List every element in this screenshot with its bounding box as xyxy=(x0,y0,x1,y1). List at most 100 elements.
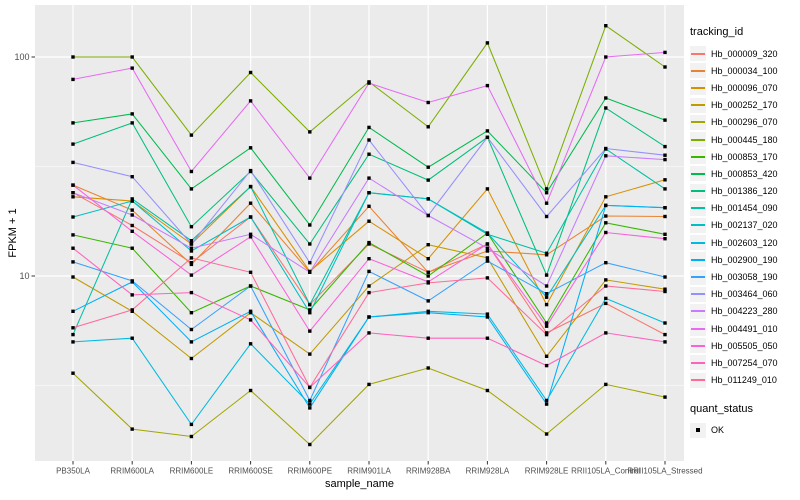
data-point xyxy=(248,184,253,189)
x-tick-label: PB350LA xyxy=(56,467,90,476)
data-point xyxy=(71,326,75,330)
legend-item-Hb_000009_320: Hb_000009_320 xyxy=(690,45,798,62)
data-point xyxy=(604,331,608,335)
data-point xyxy=(248,388,253,393)
data-point xyxy=(189,422,194,427)
data-point xyxy=(248,99,253,103)
data-point xyxy=(663,395,667,399)
data-point xyxy=(130,66,134,70)
legend-label: Hb_000096_070 xyxy=(711,82,778,93)
data-point xyxy=(604,55,608,59)
legend-label: Hb_000853_170 xyxy=(711,151,778,162)
data-point xyxy=(248,168,253,173)
data-point xyxy=(248,215,253,219)
data-point xyxy=(663,275,667,279)
data-point xyxy=(485,246,490,250)
legend-item-Hb_000853_170: Hb_000853_170 xyxy=(690,148,798,165)
data-point xyxy=(71,77,75,82)
data-point xyxy=(604,296,608,301)
legend-item-Hb_004491_010: Hb_004491_010 xyxy=(690,320,798,337)
legend-item-Hb_001454_090: Hb_001454_090 xyxy=(690,200,798,217)
data-point xyxy=(189,242,194,246)
legend-panel: tracking_id Hb_000009_320 Hb_000034_100 Hb… xyxy=(690,26,798,439)
data-point xyxy=(367,125,371,130)
line-key-icon xyxy=(690,235,706,251)
x-tick-label: RRIM928BA xyxy=(406,467,451,476)
data-point xyxy=(367,284,371,288)
data-point xyxy=(604,154,608,158)
x-tick-label: RRII105LA_Control xyxy=(571,467,641,476)
legend-items-tracking: Hb_000009_320 Hb_000034_100 Hb_000096_070 H… xyxy=(690,45,798,389)
data-point xyxy=(604,203,608,208)
legend-label: Hb_002900_190 xyxy=(711,254,778,265)
data-point xyxy=(426,213,430,218)
data-point xyxy=(544,273,549,277)
legend-label: Hb_007254_070 xyxy=(711,357,778,368)
data-point xyxy=(130,427,134,431)
data-point xyxy=(308,406,312,410)
data-point xyxy=(544,432,549,436)
legend-label: Hb_004491_010 xyxy=(711,323,778,334)
legend-item-Hb_003058_190: Hb_003058_190 xyxy=(690,268,798,285)
data-point xyxy=(71,183,75,187)
legend-line-swatch xyxy=(691,172,705,175)
data-point xyxy=(248,70,253,75)
data-point xyxy=(248,342,253,346)
data-point xyxy=(189,225,194,229)
data-point xyxy=(130,336,134,340)
x-tick-label: RRII105LA_Stressed xyxy=(627,467,702,476)
data-point xyxy=(248,270,253,274)
data-point xyxy=(485,187,490,191)
line-key-icon xyxy=(690,321,706,337)
line-key-icon xyxy=(690,217,706,233)
line-key-icon xyxy=(690,338,706,354)
data-point xyxy=(130,197,134,201)
data-point xyxy=(189,256,194,260)
data-point xyxy=(71,275,75,279)
data-point xyxy=(426,257,430,261)
data-point xyxy=(485,135,490,139)
data-point xyxy=(308,398,312,403)
data-point xyxy=(426,165,430,169)
legend-label: Hb_000252_170 xyxy=(711,100,778,111)
data-point xyxy=(663,187,667,191)
data-point xyxy=(604,146,608,151)
legend-line-swatch xyxy=(691,293,705,296)
data-point xyxy=(308,308,312,312)
legend-item-Hb_000252_170: Hb_000252_170 xyxy=(690,97,798,114)
data-point xyxy=(130,279,134,283)
legend-label: Hb_011249_010 xyxy=(711,375,777,386)
data-point xyxy=(544,402,549,406)
data-point xyxy=(130,121,134,125)
data-point xyxy=(663,153,667,157)
data-point xyxy=(663,178,667,182)
data-point xyxy=(71,215,75,219)
legend-label: Hb_003464_060 xyxy=(711,289,778,300)
data-point xyxy=(308,302,312,307)
legend-line-swatch xyxy=(691,52,705,55)
data-point xyxy=(367,204,371,208)
data-point xyxy=(367,269,371,274)
data-point xyxy=(130,229,134,233)
x-tick-label: RRIM928LA xyxy=(466,467,510,476)
x-tick-label: RRIM600SE xyxy=(228,467,272,476)
legend-item-Hb_005505_050: Hb_005505_050 xyxy=(690,337,798,354)
data-point xyxy=(189,311,194,315)
line-key-icon xyxy=(690,149,706,165)
data-point xyxy=(367,152,371,156)
legend-item-Hb_002137_020: Hb_002137_020 xyxy=(690,217,798,234)
data-point xyxy=(130,199,134,203)
data-point xyxy=(248,201,253,205)
data-point xyxy=(663,232,667,236)
data-point xyxy=(544,201,549,205)
legend-item-Hb_001386_120: Hb_001386_120 xyxy=(690,183,798,200)
data-point xyxy=(663,157,667,162)
data-point xyxy=(485,249,490,253)
data-point xyxy=(544,187,549,191)
data-point xyxy=(308,130,312,134)
data-point xyxy=(71,260,75,264)
data-point xyxy=(485,231,490,235)
line-key-icon xyxy=(690,200,706,216)
